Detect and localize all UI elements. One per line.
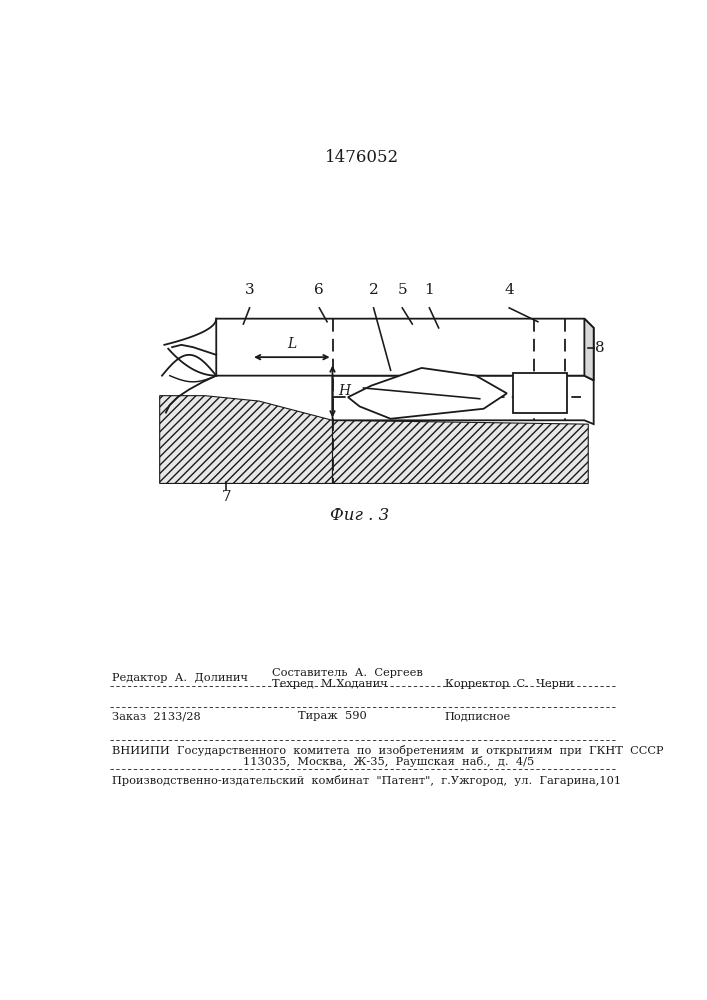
Bar [513, 373, 567, 413]
Text: 5: 5 [397, 283, 407, 297]
Text: 1: 1 [424, 283, 434, 297]
Polygon shape [332, 420, 588, 483]
Text: Производственно-издательский  комбинат  "Патент",  г.Ужгород,  ул.  Гагарина,101: Производственно-издательский комбинат "П… [112, 774, 621, 786]
Text: Составитель  А.  Сергеев: Составитель А. Сергеев [272, 668, 423, 678]
Polygon shape [332, 376, 594, 424]
Text: 113035,  Москва,  Ж-35,  Раушская  наб.,  д.  4/5: 113035, Москва, Ж-35, Раушская наб., д. … [243, 756, 534, 767]
Text: Техред  М.Ходанич: Техред М.Ходанич [272, 679, 387, 689]
Text: Подписное: Подписное [445, 711, 511, 721]
Text: 6: 6 [315, 283, 325, 297]
Text: 4: 4 [504, 283, 514, 297]
Polygon shape [160, 396, 332, 483]
Text: 7: 7 [221, 490, 231, 504]
Text: Фиг . 3: Фиг . 3 [330, 507, 390, 524]
Text: 8: 8 [595, 341, 604, 355]
Text: Редактор  А.  Долинич: Редактор А. Долинич [112, 673, 247, 683]
Text: ВНИИПИ  Государственного  комитета  по  изобретениям  и  открытиям  при  ГКНТ  С: ВНИИПИ Государственного комитета по изоб… [112, 745, 663, 756]
Text: Заказ  2133/28: Заказ 2133/28 [112, 711, 200, 721]
Text: H: H [339, 384, 351, 398]
Polygon shape [216, 319, 594, 380]
Polygon shape [585, 319, 594, 380]
Polygon shape [348, 368, 507, 419]
Text: 2: 2 [368, 283, 378, 297]
Text: L: L [287, 337, 296, 351]
Text: Тираж  590: Тираж 590 [298, 711, 366, 721]
Text: Корректор  С.  Черни: Корректор С. Черни [445, 679, 574, 689]
Text: 1476052: 1476052 [325, 149, 399, 166]
Text: 3: 3 [245, 283, 255, 297]
